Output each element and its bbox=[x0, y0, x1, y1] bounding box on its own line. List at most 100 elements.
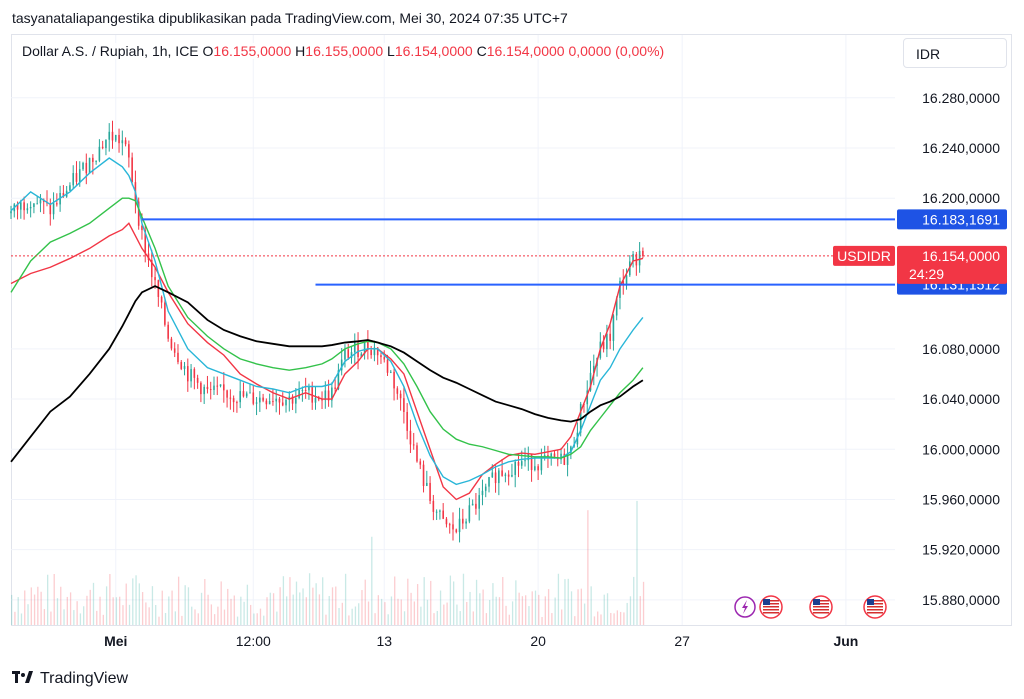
volume-bar bbox=[515, 580, 517, 625]
candle-body bbox=[475, 503, 477, 509]
legend-open-label: O bbox=[202, 43, 214, 59]
candle-body bbox=[547, 455, 549, 457]
volume-bar bbox=[475, 579, 478, 625]
legend-symbol[interactable]: Dollar A.S. / Rupiah, 1h, ICE bbox=[22, 43, 199, 59]
us-flag-stripe bbox=[813, 603, 829, 605]
volume-bar bbox=[233, 595, 235, 625]
us-flag-stripe bbox=[813, 606, 829, 608]
candle-body bbox=[69, 185, 71, 191]
volume-bar bbox=[626, 602, 628, 625]
tradingview-brand[interactable]: TradingView bbox=[12, 670, 128, 688]
candle-body bbox=[311, 385, 314, 403]
volume-bar bbox=[17, 597, 19, 625]
volume-bar bbox=[619, 611, 622, 625]
volume-bar bbox=[122, 605, 124, 625]
candle-body bbox=[445, 518, 448, 525]
legend-close-value: 16.154,0000 bbox=[486, 43, 565, 59]
candle-body bbox=[200, 382, 202, 395]
volume-bar bbox=[105, 586, 108, 625]
grid-layer bbox=[11, 35, 895, 625]
us-flag-stripe bbox=[813, 609, 829, 611]
volume-bar bbox=[407, 578, 409, 625]
volume-bar bbox=[528, 606, 530, 625]
legend-high-label: H bbox=[295, 43, 306, 59]
volume-bar bbox=[436, 610, 438, 625]
candle-body bbox=[350, 352, 353, 358]
candle-body bbox=[206, 386, 209, 390]
candle-body bbox=[534, 466, 536, 471]
volume-bar bbox=[492, 583, 494, 625]
volume-bar bbox=[266, 597, 268, 625]
ema-slow-line bbox=[10, 197, 644, 459]
volume-bar bbox=[79, 613, 82, 625]
candle-body bbox=[517, 462, 520, 466]
volume-bar bbox=[259, 608, 262, 625]
volume-bar bbox=[269, 592, 271, 625]
volume-bar bbox=[24, 590, 26, 625]
volume-bar bbox=[420, 606, 422, 625]
volume-bar bbox=[453, 581, 455, 625]
volume-bar bbox=[161, 590, 163, 625]
candle-body bbox=[537, 466, 539, 471]
candle-body bbox=[281, 402, 284, 406]
y-tick-label: 15.960,0000 bbox=[922, 491, 1000, 507]
currency-selector[interactable]: IDR bbox=[903, 38, 1007, 68]
volume-bar bbox=[446, 602, 448, 625]
volume-bar bbox=[341, 602, 343, 625]
volume-bar bbox=[367, 601, 370, 625]
volume-bar bbox=[495, 596, 497, 625]
volume-bar bbox=[361, 590, 363, 625]
us-flag-stripe bbox=[813, 600, 829, 602]
volume-bar bbox=[583, 603, 586, 625]
last-price-label: 16.154,0000 bbox=[922, 248, 1000, 264]
volume-bar bbox=[220, 581, 222, 625]
volume-bar bbox=[521, 596, 524, 625]
candle-body bbox=[321, 399, 323, 401]
candle-body bbox=[154, 277, 156, 281]
candle-body bbox=[88, 157, 91, 174]
y-tick-label: 16.000,0000 bbox=[922, 441, 1000, 457]
volume-bar bbox=[482, 589, 484, 625]
volume-bar bbox=[587, 510, 589, 625]
us-flag-stripe bbox=[867, 600, 883, 602]
volume-bar bbox=[99, 596, 101, 625]
volume-bar bbox=[400, 599, 402, 625]
candle-body bbox=[62, 192, 65, 197]
volume-bar bbox=[567, 578, 569, 625]
volume-bar bbox=[322, 577, 324, 625]
volume-bar bbox=[380, 598, 383, 625]
us-flag-stripe bbox=[813, 612, 829, 614]
candle-body bbox=[327, 390, 330, 401]
volume-bar bbox=[37, 586, 39, 625]
volume-bar bbox=[639, 596, 641, 625]
candle-body bbox=[619, 280, 621, 298]
candle-body bbox=[278, 398, 281, 403]
volume-bar bbox=[263, 615, 265, 625]
volume-bar bbox=[272, 593, 275, 625]
candle-body bbox=[52, 203, 55, 215]
candle-body bbox=[376, 347, 379, 356]
us-flag-stripe bbox=[763, 606, 779, 608]
candle-body bbox=[242, 391, 245, 397]
candle-body bbox=[160, 296, 163, 303]
volume-bar bbox=[135, 575, 137, 625]
volume-bar bbox=[554, 597, 556, 625]
legend-low-label: L bbox=[387, 43, 395, 59]
volume-bar bbox=[351, 608, 353, 625]
candle-body bbox=[429, 482, 431, 501]
volume-bar bbox=[119, 596, 121, 625]
volume-bar bbox=[623, 612, 625, 625]
candle-body bbox=[128, 144, 130, 158]
candle-body bbox=[439, 510, 441, 512]
volume-bar bbox=[344, 573, 347, 625]
candle-body bbox=[190, 369, 192, 382]
candle-body bbox=[589, 372, 592, 391]
lightning-icon bbox=[734, 596, 756, 618]
candle-body bbox=[121, 140, 124, 144]
ma-long-line bbox=[10, 285, 644, 463]
volume-bar bbox=[200, 592, 203, 625]
candle-body bbox=[357, 342, 359, 358]
candle-body bbox=[642, 250, 644, 256]
volume-bar bbox=[279, 587, 281, 625]
